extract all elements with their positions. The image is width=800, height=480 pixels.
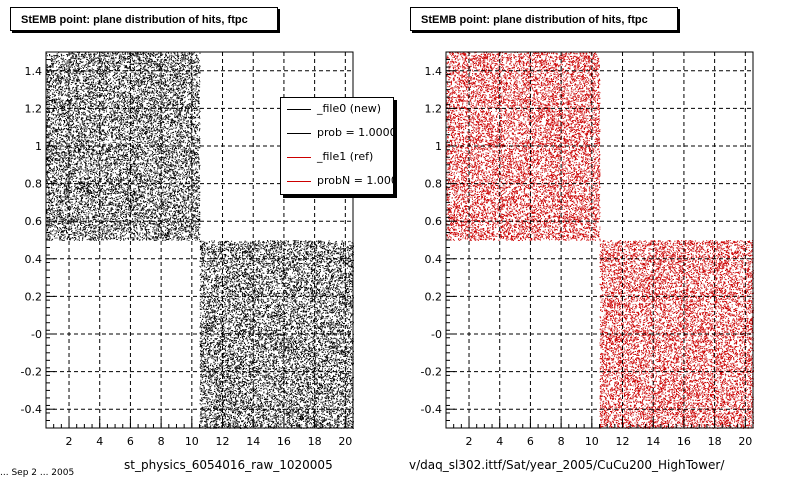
- x-tick-label-right: 20: [738, 435, 752, 448]
- legend-entry-prob: prob = 1.000000: [281, 122, 393, 146]
- y-tick-label-left: 0.8: [25, 178, 43, 191]
- y-tick-label-right: 1: [435, 140, 442, 153]
- x-tick-label-right: 14: [646, 435, 660, 448]
- y-tick-label-right: -0.2: [421, 366, 442, 379]
- x-axis-label-left: st_physics_6054016_raw_1020005: [124, 458, 333, 472]
- legend-label-probn: probN = 1.000000: [317, 174, 393, 187]
- legend-entry-file0: _file0 (new): [281, 98, 393, 122]
- y-tick-label-right: 1.2: [425, 102, 443, 115]
- y-tick-label-left: 1: [35, 140, 42, 153]
- x-tick-label-right: 8: [558, 435, 565, 448]
- legend: _file0 (new) prob = 1.000000 _file1 (ref…: [280, 97, 394, 195]
- legend-line-file0: [287, 109, 311, 110]
- x-tick-label-left: 4: [96, 435, 103, 448]
- legend-label-file1: _file1 (ref): [317, 150, 374, 163]
- x-tick-label-left: 6: [127, 435, 134, 448]
- y-tick-label-right: -0.4: [421, 403, 442, 416]
- y-tick-label-left: 0.2: [25, 290, 43, 303]
- y-tick-label-right: 0.6: [425, 215, 443, 228]
- chart-title-left: StEMB point: plane distribution of hits,…: [10, 7, 278, 31]
- x-tick-label-right: 6: [527, 435, 534, 448]
- x-axis-label-right: v/daq_sl302.ittf/Sat/year_2005/CuCu200_H…: [409, 458, 725, 472]
- x-tick-label-left: 8: [158, 435, 165, 448]
- legend-label-file0: _file0 (new): [317, 102, 382, 115]
- legend-line-probn: [287, 181, 311, 182]
- x-tick-label-left: 10: [185, 435, 199, 448]
- footer-timestamp: ... Sep 2 ... 2005: [0, 468, 75, 478]
- hit-points-region-2-left: [199, 240, 354, 429]
- x-tick-label-right: 4: [496, 435, 503, 448]
- hit-points-region-2-right: [599, 240, 754, 429]
- legend-label-prob: prob = 1.000000: [317, 126, 393, 139]
- x-tick-label-left: 2: [66, 435, 73, 448]
- y-tick-label-right: 0.8: [425, 178, 443, 191]
- x-tick-label-left: 12: [216, 435, 230, 448]
- legend-entry-probn: probN = 1.000000: [281, 170, 393, 194]
- x-tick-label-right: 10: [585, 435, 599, 448]
- x-tick-label-right: 2: [466, 435, 473, 448]
- x-tick-label-left: 14: [246, 435, 260, 448]
- x-tick-label-left: 16: [277, 435, 291, 448]
- y-tick-label-right: 1.4: [425, 65, 443, 78]
- y-tick-label-left: 1.4: [25, 65, 43, 78]
- y-tick-label-left: 0.4: [25, 253, 43, 266]
- x-tick-label-right: 12: [616, 435, 630, 448]
- x-tick-label-left: 18: [308, 435, 322, 448]
- y-tick-label-left: 1.2: [25, 102, 43, 115]
- hit-points-region-1-left: [46, 52, 201, 241]
- y-tick-label-right: 0.4: [425, 253, 443, 266]
- x-tick-label-left: 20: [338, 435, 352, 448]
- y-tick-label-left: -0.2: [21, 366, 42, 379]
- y-tick-label-right: -0: [431, 328, 442, 341]
- chart-title-right: StEMB point: plane distribution of hits,…: [410, 7, 678, 31]
- x-tick-label-right: 16: [677, 435, 691, 448]
- x-tick-label-right: 18: [708, 435, 722, 448]
- legend-entry-file1: _file1 (ref): [281, 146, 393, 170]
- y-tick-label-left: 0.6: [25, 215, 43, 228]
- y-tick-label-right: 0.2: [425, 290, 443, 303]
- y-tick-label-left: -0: [31, 328, 42, 341]
- legend-line-file1: [287, 157, 311, 158]
- legend-line-prob: [287, 133, 311, 134]
- y-tick-label-left: -0.4: [21, 403, 42, 416]
